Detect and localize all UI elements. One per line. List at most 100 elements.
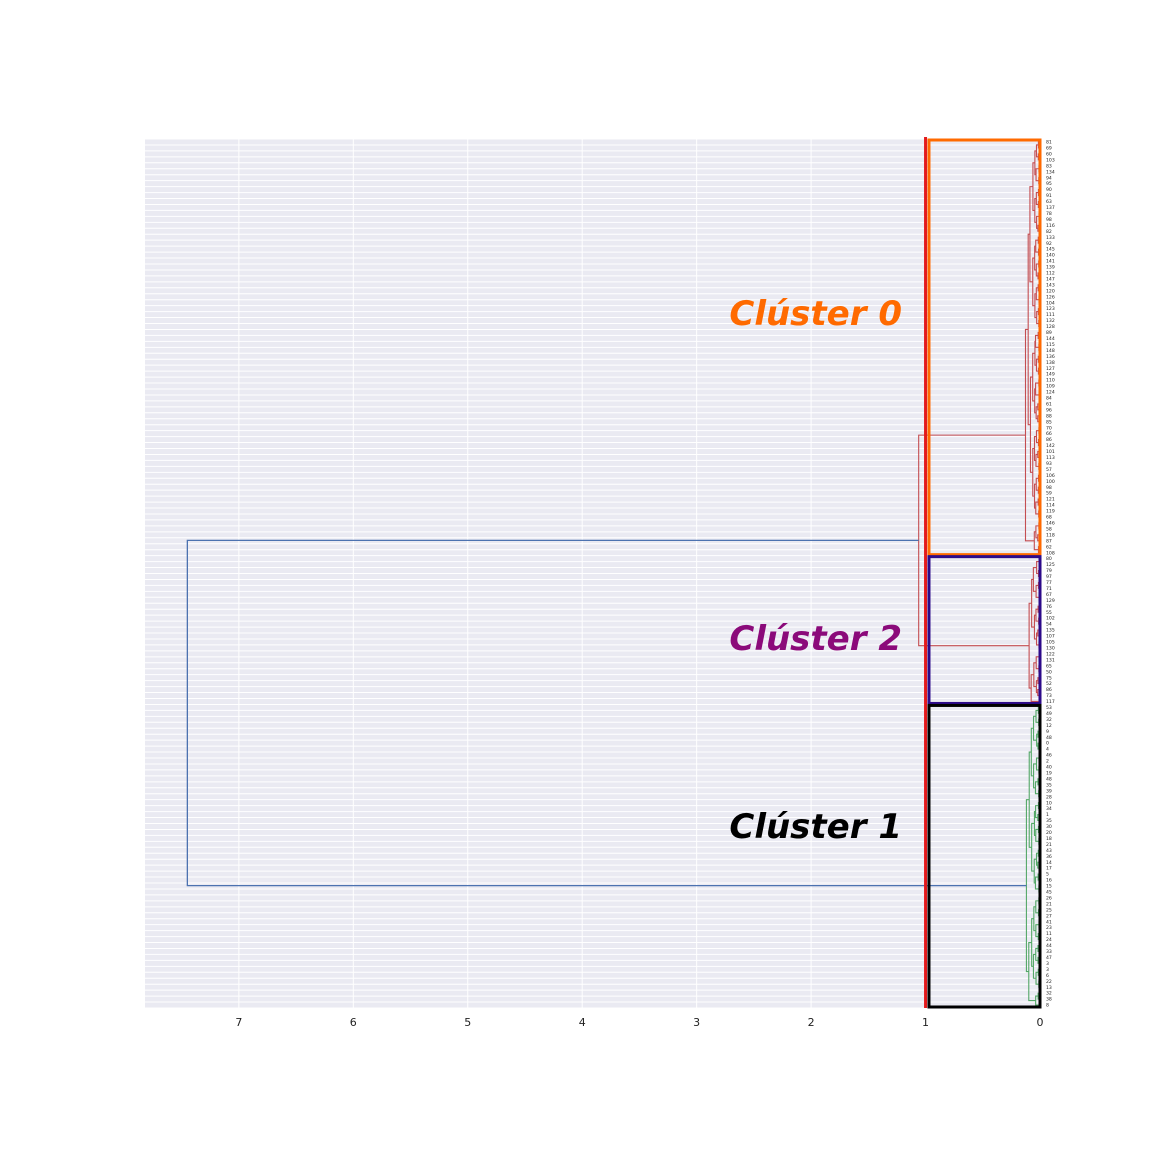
x-tick-label: 1 xyxy=(922,1016,929,1029)
leaf-label: 27 xyxy=(1046,913,1052,919)
leaf-label: 141 xyxy=(1046,259,1055,265)
leaf-label: 43 xyxy=(1046,848,1052,854)
leaf-label: 148 xyxy=(1046,348,1055,354)
leaf-label: 18 xyxy=(1046,836,1052,842)
leaf-label: 82 xyxy=(1046,229,1052,235)
leaf-label: 14 xyxy=(1046,860,1052,866)
leaf-label: 2 xyxy=(1046,759,1049,765)
x-tick-label: 3 xyxy=(693,1016,700,1029)
leaf-label: 76 xyxy=(1046,604,1052,610)
leaf-label: 124 xyxy=(1046,390,1055,396)
leaf-label: 35 xyxy=(1046,818,1052,824)
leaf-label: 40 xyxy=(1046,765,1052,771)
leaf-label: 59 xyxy=(1046,491,1052,497)
leaf-label: 5 xyxy=(1046,872,1049,878)
leaf-label: 57 xyxy=(1046,467,1052,473)
leaf-label: 70 xyxy=(1046,425,1052,431)
leaf-label: 113 xyxy=(1046,455,1055,461)
leaf-label: 118 xyxy=(1046,532,1055,538)
leaf-label: 79 xyxy=(1046,568,1052,574)
leaf-label: 10 xyxy=(1046,800,1052,806)
leaf-label: 32 xyxy=(1046,991,1052,997)
leaf-label: 11 xyxy=(1046,931,1052,937)
leaf-label: 12 xyxy=(1046,723,1052,729)
leaf-label: 3 xyxy=(1046,961,1049,967)
leaf-label: 87 xyxy=(1046,538,1052,544)
leaf-label: 86 xyxy=(1046,437,1052,443)
leaf-label: 30 xyxy=(1046,824,1052,830)
leaf-label: 140 xyxy=(1046,253,1055,259)
dendrogram-link-root xyxy=(186,539,1027,887)
leaf-label: 132 xyxy=(1046,318,1055,324)
leaf-label: 126 xyxy=(1046,294,1055,300)
leaf-label: 95 xyxy=(1046,181,1052,187)
leaf-label: 35 xyxy=(1046,782,1052,788)
leaf-label: 68 xyxy=(1046,515,1052,521)
leaf-label: 133 xyxy=(1046,235,1055,241)
leaf-label: 41 xyxy=(1046,919,1052,925)
cluster-box xyxy=(927,555,1042,705)
leaf-label: 16 xyxy=(1046,878,1052,884)
leaf-label: 28 xyxy=(1046,794,1052,800)
leaf-label: 62 xyxy=(1046,544,1052,550)
leaf-label: 38 xyxy=(1046,997,1052,1003)
leaf-label: 93 xyxy=(1046,461,1052,467)
leaf-label: 65 xyxy=(1046,663,1052,669)
leaf-label: 80 xyxy=(1046,556,1052,562)
leaf-label: 125 xyxy=(1046,562,1055,568)
x-tick-label: 5 xyxy=(464,1016,471,1029)
leaf-label: 75 xyxy=(1046,675,1052,681)
leaf-label: 23 xyxy=(1046,925,1052,931)
leaf-label: 130 xyxy=(1046,646,1055,652)
leaf-label: 22 xyxy=(1046,979,1052,985)
leaf-label: 122 xyxy=(1046,651,1055,657)
leaf-label: 107 xyxy=(1046,634,1055,640)
leaf-label: 123 xyxy=(1046,306,1055,312)
x-tick-label: 2 xyxy=(808,1016,815,1029)
leaf-label: 78 xyxy=(1046,211,1052,217)
leaf-label: 84 xyxy=(1046,396,1052,402)
leaf-label: 105 xyxy=(1046,640,1055,646)
leaf-label: 108 xyxy=(1046,550,1055,556)
leaf-label: 90 xyxy=(1046,187,1052,193)
leaf-label: 19 xyxy=(1046,770,1052,776)
leaf-label: 92 xyxy=(1046,241,1052,247)
leaf-label: 63 xyxy=(1046,199,1052,205)
leaf-label: 17 xyxy=(1046,866,1052,872)
leaf-label: 104 xyxy=(1046,300,1055,306)
x-axis-ticks: 7 6 5 4 3 2 1 0 xyxy=(235,1016,1043,1029)
leaf-label: 61 xyxy=(1046,401,1052,407)
leaf-label: 96 xyxy=(1046,407,1052,413)
leaf-label: 32 xyxy=(1046,717,1052,723)
leaf-label: 49 xyxy=(1046,711,1052,717)
leaf-label: 142 xyxy=(1046,443,1055,449)
leaf-label: 50 xyxy=(1046,669,1052,675)
leaf-label: 34 xyxy=(1046,806,1052,812)
leaf-label: 52 xyxy=(1046,681,1052,687)
leaf-label: 134 xyxy=(1046,169,1055,175)
leaf-label: 111 xyxy=(1046,312,1055,318)
leaf-label: 3 xyxy=(1046,967,1049,973)
leaf-label: 47 xyxy=(1046,955,1052,961)
leaf-label: 46 xyxy=(1046,753,1052,759)
leaf-label: 114 xyxy=(1046,503,1055,509)
x-tick-label: 0 xyxy=(1037,1016,1044,1029)
leaf-label: 128 xyxy=(1046,324,1055,330)
leaf-label: 143 xyxy=(1046,282,1055,288)
leaf-label: 101 xyxy=(1046,449,1055,455)
leaf-label: 94 xyxy=(1046,175,1052,181)
leaf-label: 145 xyxy=(1046,247,1055,253)
x-tick-label: 7 xyxy=(235,1016,242,1029)
x-tick-label: 6 xyxy=(350,1016,357,1029)
leaf-label: 54 xyxy=(1046,622,1052,628)
leaf-label: 21 xyxy=(1046,842,1052,848)
leaf-label: 21 xyxy=(1046,901,1052,907)
leaf-label: 48 xyxy=(1046,776,1052,782)
leaf-label: 83 xyxy=(1046,163,1052,169)
leaf-label: 136 xyxy=(1046,354,1055,360)
leaf-label: 9 xyxy=(1046,729,1049,735)
x-tick-label: 4 xyxy=(579,1016,586,1029)
leaf-label: 6 xyxy=(1046,973,1049,979)
leaf-label: 55 xyxy=(1046,610,1052,616)
leaf-label: 67 xyxy=(1046,592,1052,598)
